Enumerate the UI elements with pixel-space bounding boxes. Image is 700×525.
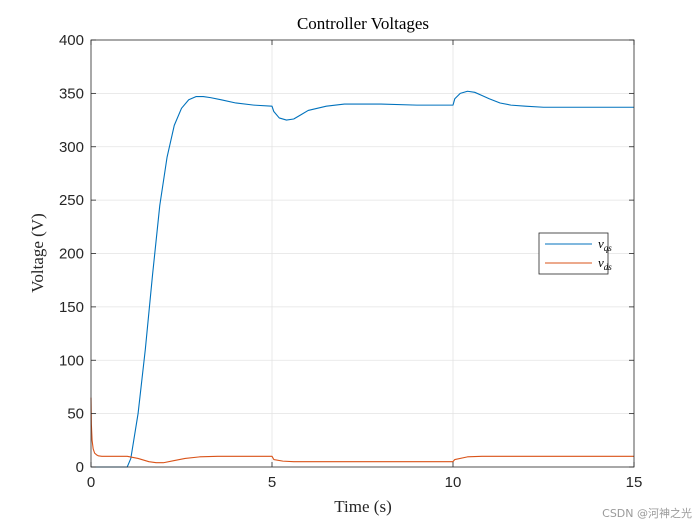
y-tick-label: 350 <box>59 85 84 102</box>
y-tick-label: 250 <box>59 192 84 209</box>
series-line-v-ds <box>90 397 634 464</box>
y-tick-label: 300 <box>59 139 84 156</box>
y-tick-label: 0 <box>76 459 84 476</box>
legend-label-vds: vds <box>598 255 612 272</box>
legend-label-vqs: vqs <box>598 236 612 253</box>
y-tick-label: 150 <box>59 299 84 316</box>
legend: vqs vds <box>538 232 612 275</box>
series-layer <box>90 90 634 468</box>
chart-title: Controller Voltages <box>297 14 429 33</box>
y-tick-label: 100 <box>59 352 84 369</box>
x-tick-label: 15 <box>626 474 643 491</box>
y-axis-label: Voltage (V) <box>28 213 47 292</box>
x-tick-label: 5 <box>268 474 276 491</box>
x-tick-label: 10 <box>445 474 462 491</box>
legend-box <box>538 232 609 275</box>
y-tick-label: 50 <box>67 406 84 423</box>
x-axis-label: Time (s) <box>334 497 391 516</box>
series-line-v-qs <box>91 90 634 468</box>
x-tick-label: 0 <box>87 474 95 491</box>
y-tick-label: 200 <box>59 246 84 263</box>
watermark: CSDN @河神之光 <box>602 507 692 520</box>
y-tick-label: 400 <box>59 32 84 49</box>
